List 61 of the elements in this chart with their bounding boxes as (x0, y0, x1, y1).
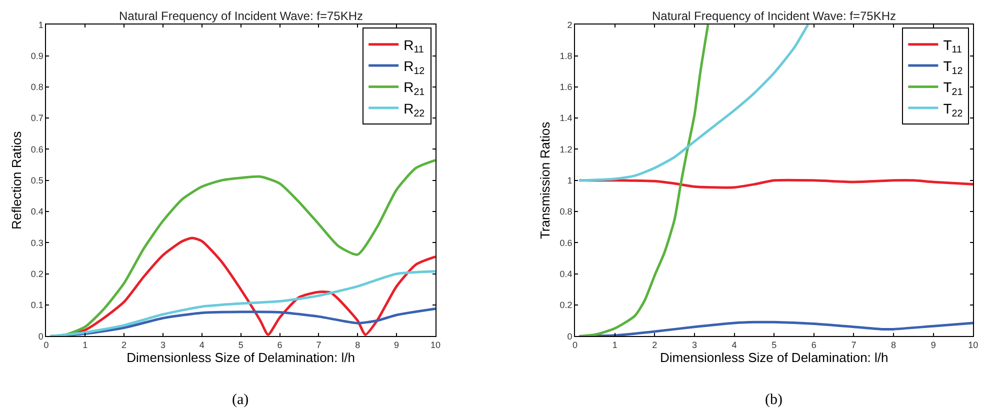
x-tick-label: 6 (811, 340, 816, 350)
line-series (48, 270, 436, 336)
x-tick-label: 4 (199, 340, 204, 350)
y-tick-label: 0.3 (30, 238, 44, 248)
legend-label: T$_{22}$ (943, 100, 963, 120)
y-tick-label: 1.8 (560, 50, 572, 61)
x-tick-label: 10 (968, 340, 978, 350)
legend-label: T$_{21}$ (943, 79, 963, 98)
y-tick-label: 0 (38, 331, 44, 342)
x-tick-label: 1 (82, 340, 88, 350)
y-tick-label: 0.2 (30, 269, 44, 280)
y-tick-label: 0.6 (30, 144, 44, 154)
x-tick-label: 9 (930, 340, 936, 350)
y-tick-label: 0.4 (30, 206, 44, 217)
y-tick-label: 0.5 (30, 176, 44, 186)
legend-label: T$_{12}$ (943, 58, 963, 77)
y-tick-label: 1.4 (560, 113, 572, 124)
legend-label: R$_{21}$ (404, 79, 425, 98)
legend-label: R$_{11}$ (404, 36, 424, 56)
y-axis-title: Reflection Ratios (8, 130, 24, 230)
y-tick-label: 2 (567, 20, 572, 30)
x-tick-label: 3 (160, 340, 166, 350)
text: (b) (765, 392, 782, 408)
x-tick-label: 6 (277, 340, 282, 350)
y-tick-label: 0 (567, 331, 572, 342)
y-tick-label: 1.2 (560, 144, 572, 154)
text: (a) (232, 392, 249, 408)
y-tick-label: 0.1 (30, 300, 44, 310)
y-tick-label: 0.8 (560, 206, 572, 217)
x-tick-label: 7 (316, 340, 322, 350)
x-tick-label: 4 (732, 340, 737, 350)
x-tick-label: 2 (122, 340, 127, 350)
y-tick-label: 1 (38, 20, 44, 30)
x-tick-label: 8 (355, 340, 360, 350)
y-tick-label: 1 (567, 176, 572, 186)
x-axis-title: Dimensionless Size of Delamination: l/h (126, 350, 355, 365)
legend-label: R$_{22}$ (404, 100, 425, 120)
x-tick-label: 10 (430, 340, 440, 350)
x-tick-label: 9 (394, 340, 400, 350)
x-axis-title: Dimensionless Size of Delamination: l/h (660, 350, 888, 365)
legend-label: R$_{12}$ (404, 58, 425, 77)
x-tick-label: 8 (891, 340, 896, 350)
chart-title: Natural Frequency of Incident Wave: f=75KHz (652, 9, 896, 23)
x-tick-label: 5 (238, 340, 244, 350)
line-series (578, 24, 810, 182)
line-series (578, 24, 710, 336)
y-tick-label: 0.2 (560, 300, 572, 310)
y-axis-title: Transmission Ratios (538, 121, 553, 240)
y-tick-label: 1.6 (560, 82, 572, 92)
x-tick-label: 7 (851, 340, 856, 350)
y-tick-label: 0.8 (30, 82, 44, 92)
legend-label: T$_{11}$ (943, 36, 962, 56)
x-tick-label: 5 (772, 340, 777, 350)
x-tick-label: 3 (692, 340, 697, 350)
y-tick-label: 0.9 (30, 50, 44, 61)
y-tick-label: 0.7 (30, 113, 44, 124)
x-tick-label: 1 (612, 340, 618, 350)
y-tick-label: 0.4 (560, 269, 572, 280)
x-tick-label: 2 (652, 340, 658, 350)
y-tick-label: 0.6 (560, 238, 572, 248)
chart-title: Natural Frequency of Incident Wave: f=75KHz (119, 9, 364, 23)
